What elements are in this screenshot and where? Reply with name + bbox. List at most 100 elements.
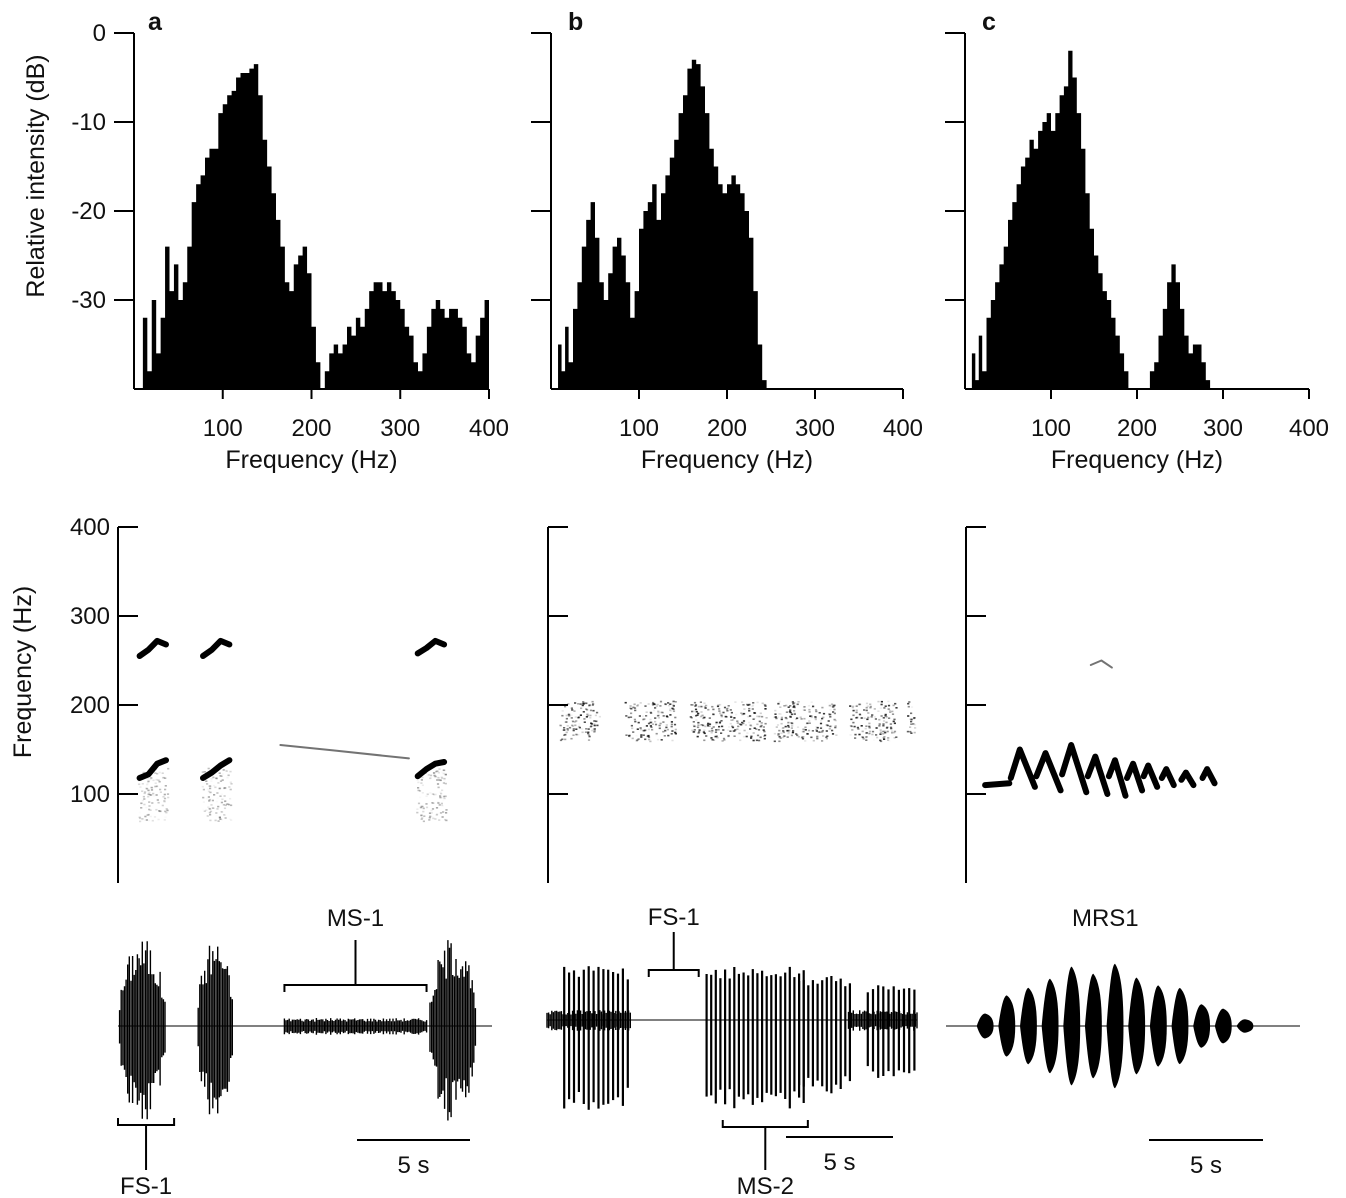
sonogram-band-b-3: [773, 700, 838, 743]
oscillogram-burst-b-1: [563, 966, 629, 1110]
sonogram-trace-c-5: [1105, 757, 1129, 799]
oscillogram-burst-b-2: [705, 966, 805, 1109]
annotation-b-1: MS-2: [721, 1120, 809, 1198]
sonogram-row: 400 300 200 100 Frequency (Hz): [9, 514, 1218, 883]
oscillogram-burst-a-0: [118, 941, 166, 1120]
sonogram-trace-c-2: [1033, 750, 1064, 794]
x-tick-label-c-2: 300: [1203, 415, 1243, 442]
sonogram-trace-a-2: [414, 637, 448, 657]
x-tick-label-b-3: 400: [883, 415, 923, 442]
x-tick-label-a-0: 100: [203, 415, 243, 442]
y-axis-title-a: Relative intensity (dB): [22, 54, 50, 297]
panel-letter-a: a: [148, 8, 163, 36]
sonogram-trace-a-1: [200, 637, 233, 659]
sonogram-trace-a-0: [136, 637, 169, 659]
scale-bar-label-c: 5 s: [1190, 1152, 1222, 1179]
oscillogram-burst-a-2: [283, 1018, 428, 1035]
spectrum-area-b: [553, 59, 903, 389]
sonogram-band-b-4: [849, 700, 898, 743]
oscillogram-row: FS-1 MS-1 5 s FS-1 MS-2 5 s MRS1 5 s: [117, 904, 1300, 1198]
annotation-bracket-b-1: [721, 1120, 809, 1128]
scale-bar-label-a: 5 s: [397, 1152, 429, 1179]
spectrum-panel-a: 0 -10 -20 -30 100 200 300 400 Frequency (Hz) Rela…: [22, 8, 509, 474]
oscillogram-panel-a: FS-1 MS-1 5 s: [117, 905, 492, 1198]
scale-bar-label-b: 5 s: [823, 1149, 855, 1176]
x-tick-label-b-0: 100: [619, 415, 659, 442]
spectra-row: 0 -10 -20 -30 100 200 300 400 Frequency (Hz) Rela…: [22, 8, 1329, 474]
sonogram-y-tick-label-a-0: 400: [70, 514, 110, 541]
oscillogram-burst-b-3: [798, 976, 851, 1094]
panel-letter-c: c: [982, 8, 996, 36]
x-tick-label-a-2: 300: [380, 415, 420, 442]
annotation-label-a-1: MS-1: [327, 905, 384, 932]
sonogram-y-tick-label-a-1: 300: [70, 603, 110, 630]
scale-bar-b: 5 s: [786, 1136, 893, 1176]
sonogram-y-tick-label-a-2: 200: [70, 692, 110, 719]
sonogram-trace-a-3: [136, 757, 169, 781]
sonogram-y-axis-title-a: Frequency (Hz): [9, 586, 37, 758]
sonogram-trace-c-1: [1007, 746, 1038, 790]
spectrum-area-c: [967, 50, 1309, 390]
sonogram-panel-c: [965, 526, 1218, 883]
spectrum-panel-b: 100 200 300 400 Frequency (Hz) b: [531, 8, 923, 474]
oscillogram-burst-c-0: [976, 963, 1254, 1089]
sonogram-y-tick-label-a-3: 100: [70, 781, 110, 808]
sonogram-band-b-1: [624, 700, 677, 743]
sonogram-trace-c-9: [1178, 769, 1197, 789]
panel-letter-b: b: [568, 8, 583, 36]
sonogram-trace-c-3: [1059, 742, 1090, 796]
sonogram-band-b-5: [906, 701, 917, 734]
x-axis-title-a: Frequency (Hz): [225, 446, 397, 474]
spectrum-panel-c: 100 200 300 400 Frequency (Hz) c: [945, 8, 1329, 474]
sonogram-panel-b: [547, 526, 917, 883]
scale-bar-c: 5 s: [1149, 1139, 1263, 1179]
sonogram-trace-a-4: [200, 757, 233, 781]
x-axis-title-b: Frequency (Hz): [641, 446, 813, 474]
sonogram-trace-c-6: [1124, 760, 1146, 794]
sonogram-band-a-0: [137, 767, 170, 823]
x-tick-label-a-1: 200: [291, 415, 331, 442]
y-tick-label-a-0: 0: [93, 20, 106, 47]
x-tick-label-c-1: 200: [1117, 415, 1157, 442]
x-tick-label-b-2: 300: [795, 415, 835, 442]
annotation-b-0: FS-1: [648, 904, 700, 977]
oscillogram-panel-b: FS-1 MS-2 5 s: [546, 904, 918, 1198]
y-tick-label-a-2: -20: [71, 198, 106, 225]
sonogram-band-a-1: [201, 767, 233, 822]
sonogram-panel-a: 400 300 200 100 Frequency (Hz): [9, 514, 448, 883]
annotation-label-b-0: FS-1: [648, 904, 700, 931]
annotation-bracket-a-1: [283, 984, 428, 992]
annotation-label-b-1: MS-2: [737, 1173, 794, 1198]
x-axis-title-c: Frequency (Hz): [1051, 446, 1223, 474]
annotation-bracket-b-0: [647, 969, 700, 977]
annotation-a-1: MS-1: [283, 905, 428, 992]
scale-bar-a: 5 s: [357, 1139, 470, 1179]
sonogram-trace-c-4: [1084, 753, 1111, 797]
sonogram-trace-c-8: [1158, 766, 1177, 789]
sonogram-band-b-2: [689, 701, 768, 742]
sonogram-trace-a-6: [279, 744, 410, 760]
annotation-bracket-a-0: [117, 1118, 176, 1126]
sonogram-trace-c-10: [1199, 766, 1218, 787]
y-tick-label-a-1: -10: [71, 109, 106, 136]
oscillogram-burst-b-5: [866, 985, 916, 1078]
spectrum-area-a: [136, 64, 489, 390]
sonogram-trace-a-5: [414, 759, 448, 780]
sonogram-band-b-0: [559, 700, 601, 742]
annotation-label-c-0: MRS1: [1072, 905, 1139, 932]
sonogram-trace-c-11: [1089, 659, 1113, 669]
x-tick-label-c-3: 400: [1289, 415, 1329, 442]
oscillogram-panel-c: MRS1 5 s: [946, 905, 1300, 1179]
sonogram-trace-c-0: [982, 780, 1013, 789]
x-tick-label-a-3: 400: [469, 415, 509, 442]
sonogram-trace-c-7: [1140, 762, 1161, 790]
annotation-c-0: MRS1: [1072, 905, 1139, 932]
x-tick-label-b-1: 200: [707, 415, 747, 442]
oscillogram-burst-a-1: [197, 945, 233, 1115]
oscillogram-burst-a-3: [429, 940, 477, 1121]
x-tick-label-c-0: 100: [1031, 415, 1071, 442]
y-tick-label-a-3: -30: [71, 287, 106, 314]
annotation-label-a-0: FS-1: [120, 1173, 172, 1198]
annotation-a-0: FS-1: [117, 1118, 176, 1198]
